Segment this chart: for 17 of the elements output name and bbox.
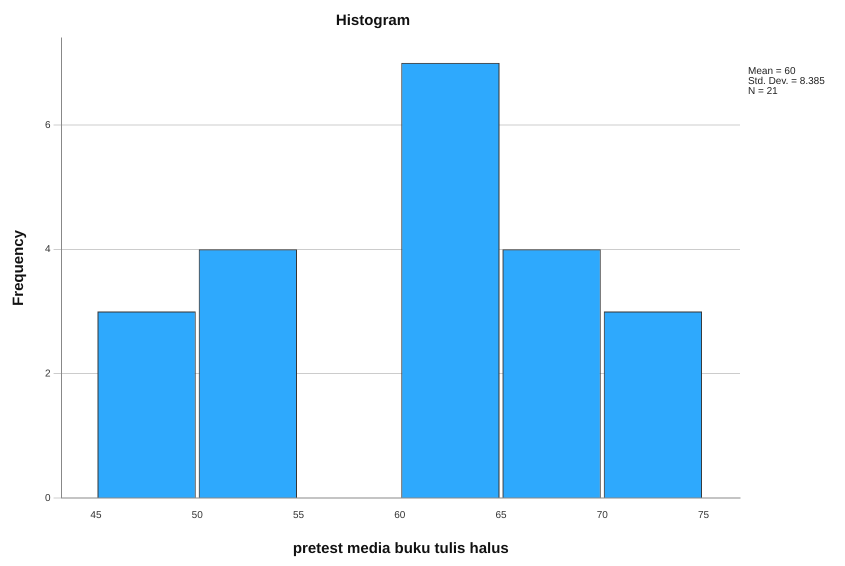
text: Mean = 60 [748, 66, 796, 77]
x-tick-label: 60 [394, 510, 406, 521]
text: Std. Dev. = 8.385 [748, 76, 826, 87]
y-tick-label: 2 [45, 368, 51, 380]
y-tick-label: 4 [45, 244, 51, 256]
text: N = 21 [748, 86, 778, 97]
x-tick-label: 55 [292, 510, 305, 521]
y-tick-label: 0 [45, 492, 51, 504]
x-tick-label: 65 [495, 510, 508, 521]
y-tick-label: 6 [45, 120, 51, 131]
x-axis-title: pretest media buku tulis halus [292, 540, 509, 558]
x-tick-label: 75 [698, 510, 710, 521]
x-tick-label: 70 [596, 510, 608, 521]
x-tick-label: 50 [192, 510, 204, 521]
y-axis-title: Frequency [10, 229, 28, 306]
x-tick-label: 45 [90, 510, 102, 521]
chart-title: Histogram [336, 12, 410, 30]
